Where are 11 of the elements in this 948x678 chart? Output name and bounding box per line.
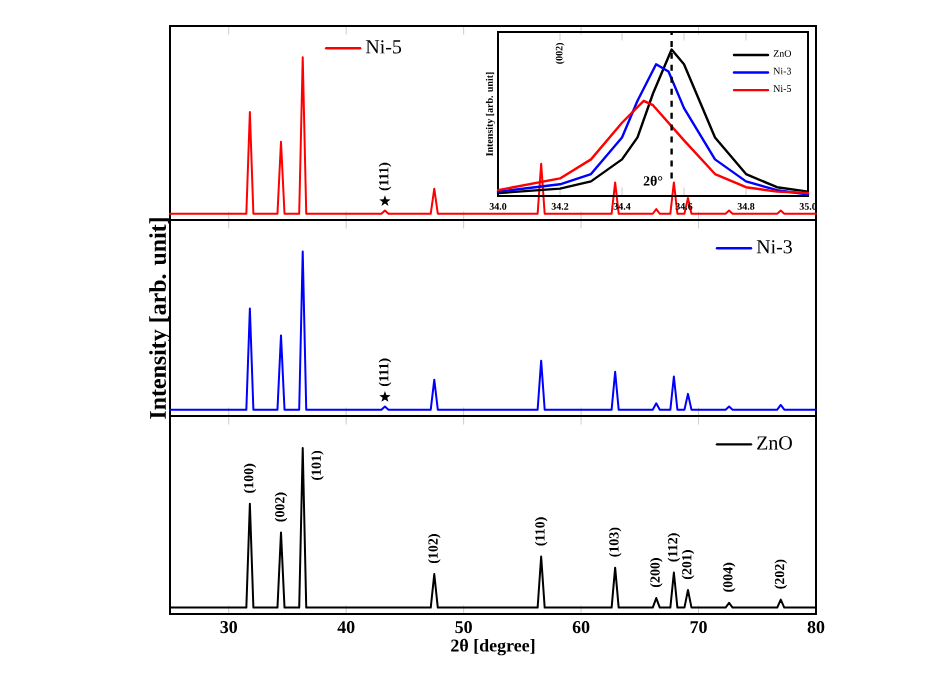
legend-label: Ni-3 (756, 240, 792, 254)
x-tick-label: 30 (220, 621, 238, 634)
x-axis-title: 2θ [degree] (451, 638, 535, 656)
legend-label: Ni-5 (365, 40, 402, 54)
legend-label: ZnO (757, 436, 792, 450)
x-tick-label: 50 (455, 621, 472, 634)
x-tick-label: 70 (690, 621, 707, 634)
x-tick-label: 80 (807, 621, 825, 634)
y-axis-title: Intensity [arb. unit] (149, 218, 171, 419)
x-tick-label: 60 (572, 621, 590, 634)
x-tick-label: 40 (337, 621, 355, 634)
